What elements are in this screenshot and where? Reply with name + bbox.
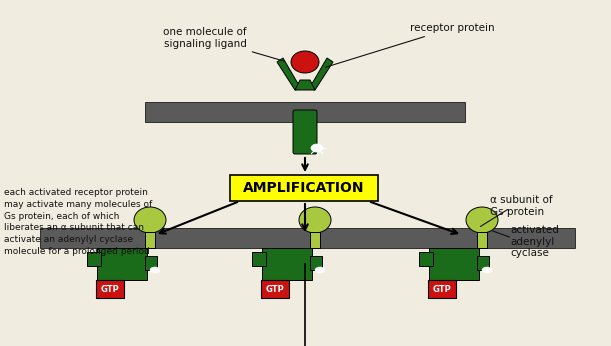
Text: one molecule of
signaling ligand: one molecule of signaling ligand <box>163 27 284 61</box>
Bar <box>262 248 312 280</box>
Bar <box>429 248 479 280</box>
Bar <box>145 102 465 122</box>
Ellipse shape <box>466 207 498 233</box>
Bar <box>40 228 575 248</box>
Text: receptor protein: receptor protein <box>326 23 495 67</box>
Text: AMPLIFICATION: AMPLIFICATION <box>243 181 365 195</box>
Ellipse shape <box>315 267 325 273</box>
Ellipse shape <box>150 267 160 273</box>
Ellipse shape <box>134 207 166 233</box>
Bar <box>428 280 456 298</box>
Polygon shape <box>295 80 315 90</box>
Ellipse shape <box>299 207 331 233</box>
Polygon shape <box>277 58 305 90</box>
Text: activated
adenylyl
cyclase: activated adenylyl cyclase <box>510 225 559 258</box>
Ellipse shape <box>482 267 492 273</box>
Text: α subunit of
Gs protein: α subunit of Gs protein <box>490 195 552 217</box>
Bar <box>145 232 155 248</box>
Bar <box>419 252 433 266</box>
Bar <box>145 256 157 270</box>
Bar <box>97 248 147 280</box>
Text: GTP: GTP <box>101 284 119 293</box>
Bar <box>87 252 101 266</box>
Bar <box>477 232 487 248</box>
Bar <box>310 256 322 270</box>
Polygon shape <box>305 58 333 90</box>
Ellipse shape <box>291 51 319 73</box>
Bar <box>310 232 320 248</box>
Bar <box>252 252 266 266</box>
Bar <box>477 256 489 270</box>
Text: each activated receptor protein
may activate many molecules of
Gs protein, each : each activated receptor protein may acti… <box>4 188 152 256</box>
FancyBboxPatch shape <box>230 175 378 201</box>
Ellipse shape <box>311 144 323 152</box>
FancyBboxPatch shape <box>293 110 317 154</box>
Text: GTP: GTP <box>266 284 284 293</box>
Text: GTP: GTP <box>433 284 452 293</box>
Bar <box>96 280 124 298</box>
Bar <box>261 280 289 298</box>
